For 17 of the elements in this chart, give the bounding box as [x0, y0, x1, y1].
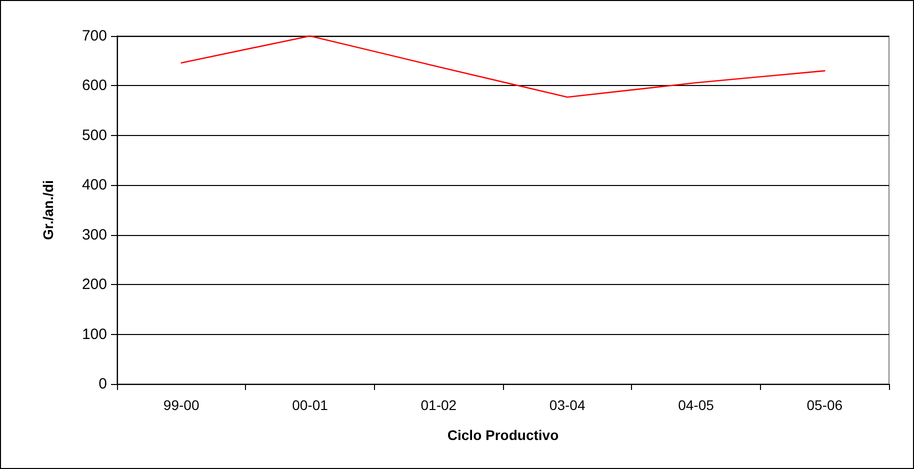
x-tick-label: 04-05	[678, 397, 714, 413]
y-tick-label: 600	[82, 77, 107, 94]
y-tick-label: 400	[82, 176, 107, 194]
x-tick-label: 99-00	[163, 397, 200, 413]
y-axis-title: Gr./an./di	[40, 180, 56, 240]
x-tick-label: 05-06	[806, 397, 843, 413]
line-series	[180, 35, 826, 98]
y-tick-label: 700	[82, 28, 107, 44]
y-tick-label: 200	[82, 276, 107, 294]
x-tick-label: 01-02	[420, 397, 457, 413]
x-tick-label: 00-01	[292, 397, 328, 413]
y-tick-label: 0	[98, 376, 107, 392]
x-axis-title: Ciclo Productivo	[447, 427, 559, 443]
x-tick-label: 03-04	[549, 397, 586, 413]
y-tick-label: 100	[82, 326, 107, 343]
y-tick-label: 300	[82, 226, 107, 244]
y-tick-label: 500	[82, 126, 107, 144]
